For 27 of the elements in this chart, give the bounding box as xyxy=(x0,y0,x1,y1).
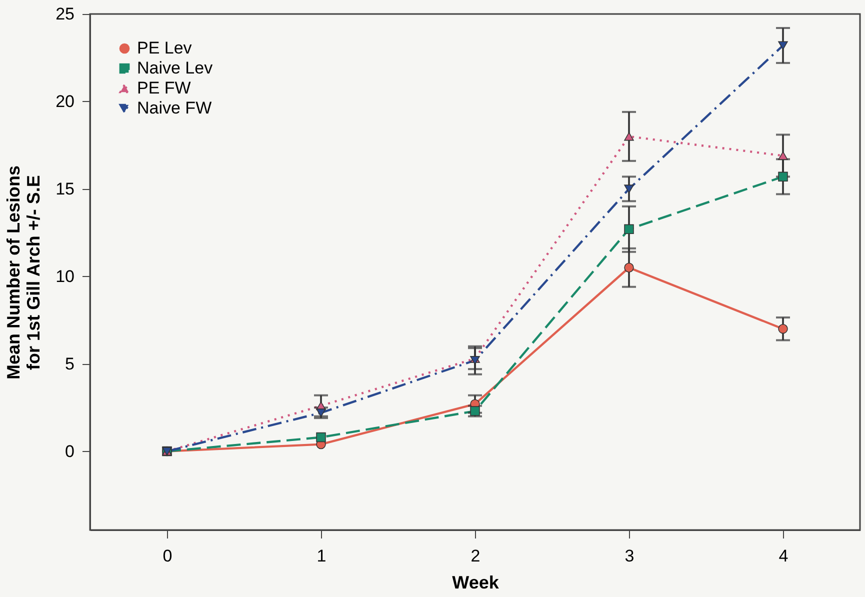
y-tick-label: 20 xyxy=(56,92,74,111)
point xyxy=(778,151,788,160)
legend-label: PE FW xyxy=(137,78,191,98)
point xyxy=(470,356,480,365)
point xyxy=(316,432,326,442)
legend-label: Naive Lev xyxy=(137,58,214,78)
x-tick-label: 2 xyxy=(470,546,480,566)
x-tick-label: 3 xyxy=(624,546,634,566)
point xyxy=(778,324,788,334)
y-tick-label: 0 xyxy=(65,442,74,461)
point xyxy=(778,172,788,182)
y-axis-title: Mean Number of Lesions for 1st Gill Arch +/- S.E xyxy=(4,165,44,380)
legend-label: Naive FW xyxy=(137,98,212,118)
point xyxy=(624,184,634,194)
point xyxy=(624,262,634,272)
x-axis-title: Week xyxy=(452,572,500,592)
x-tick-label: 4 xyxy=(778,546,788,566)
y-tick-label: 15 xyxy=(56,179,74,198)
legend-label: PE Lev xyxy=(137,38,192,58)
point xyxy=(778,41,788,50)
point xyxy=(624,132,634,141)
y-tick-label: 25 xyxy=(56,4,74,24)
x-tick-label: 1 xyxy=(316,546,326,566)
y-tick-label: 5 xyxy=(65,354,74,374)
x-tick-label: 0 xyxy=(162,546,172,566)
y-tick-label: 10 xyxy=(56,266,74,286)
point xyxy=(624,224,634,234)
